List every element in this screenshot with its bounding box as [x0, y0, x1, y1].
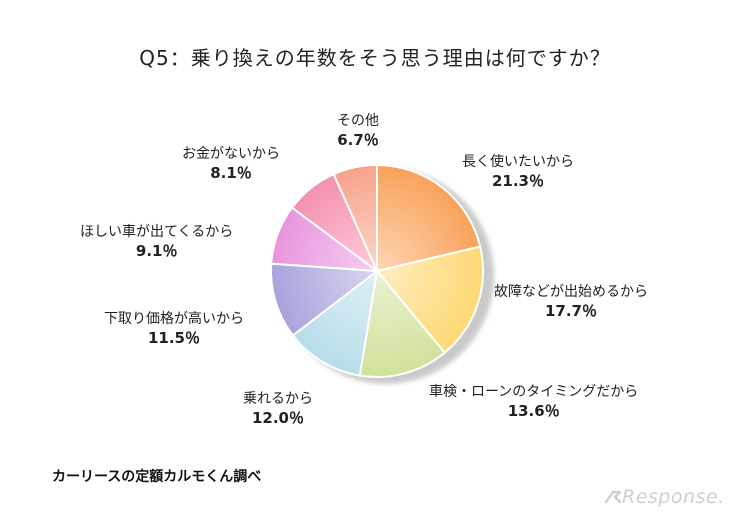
slice-label: ほしい車が出てくるから	[80, 223, 233, 240]
slice-label: 車検・ローンのタイミングだから	[429, 383, 638, 400]
pie-slice	[291, 268, 379, 377]
pie-slice	[332, 163, 378, 272]
watermark-logo: Response.	[622, 486, 725, 508]
pie-slice	[376, 163, 482, 273]
slice-value-label: 9.1％	[136, 242, 178, 260]
slice-value-label: 13.6％	[508, 402, 560, 420]
source-note: カーリースの定額カルモくん調べ	[52, 469, 262, 485]
slice-label: 長く使いたいから	[462, 153, 574, 170]
chart-title: Q5：乗り換えの年数をそう思う理由は何ですか？	[139, 46, 611, 70]
slice-value-label: 6.7％	[337, 131, 379, 149]
slice-value-label: 17.7％	[545, 302, 597, 320]
slice-label: 故障などが出始めるから	[494, 284, 648, 300]
slice-label: 乗れるから	[243, 391, 313, 407]
pie-labels: 長く使いたいから 21.3％ 故障などが出始めるから 17.7％ 車検・ローンのタイミン…	[80, 113, 648, 427]
slice-label: その他	[337, 113, 379, 129]
slice-value-label: 12.0％	[252, 409, 304, 427]
pie-slice	[358, 268, 446, 378]
pie-slice	[270, 262, 380, 337]
response-logo-icon	[604, 490, 622, 504]
slice-value-label: 8.1％	[210, 164, 252, 182]
slice-label: お金がないから	[182, 146, 280, 162]
slice-label: 下取り価格が高いから	[104, 310, 244, 327]
pie-slices	[270, 163, 484, 378]
pie-slice	[375, 245, 484, 355]
slice-value-label: 21.3％	[492, 172, 544, 190]
slice-value-label: 11.5％	[148, 329, 200, 347]
